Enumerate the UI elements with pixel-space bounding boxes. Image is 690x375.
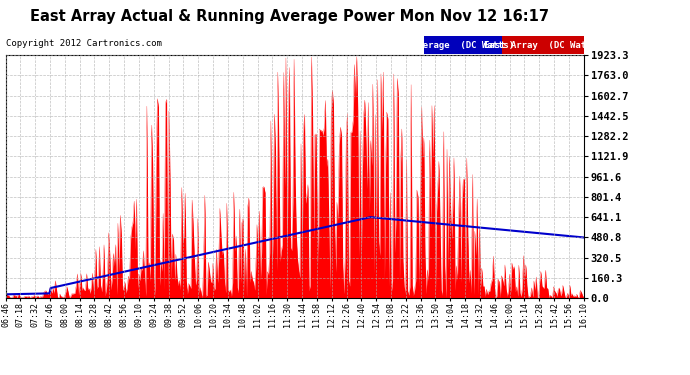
Text: Average  (DC Watts): Average (DC Watts) bbox=[412, 40, 515, 50]
Text: East Array  (DC Watts): East Array (DC Watts) bbox=[484, 40, 602, 50]
Text: East Array Actual & Running Average Power Mon Nov 12 16:17: East Array Actual & Running Average Powe… bbox=[30, 9, 549, 24]
Text: Copyright 2012 Cartronics.com: Copyright 2012 Cartronics.com bbox=[6, 39, 161, 48]
